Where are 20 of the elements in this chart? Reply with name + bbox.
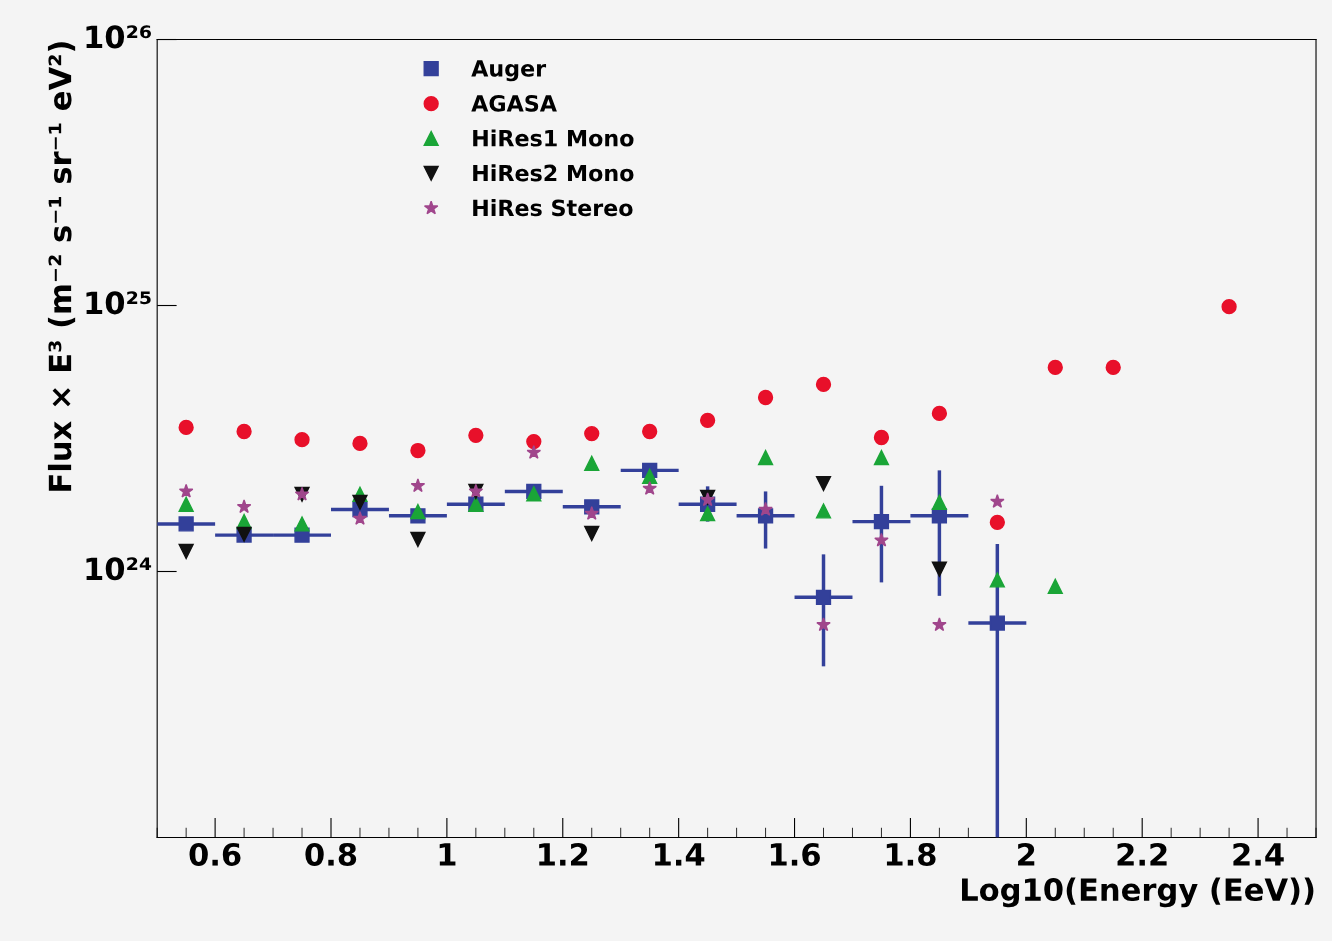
y-tick-label: 10²⁵ xyxy=(86,291,151,315)
legend-label: HiRes1 Mono xyxy=(473,129,634,147)
x-tick-label: 1.8 xyxy=(886,842,936,866)
x-tick-label: 1 xyxy=(439,843,456,866)
x-tick-label: 1.6 xyxy=(770,842,820,866)
legend-label: HiRes2 Mono xyxy=(473,164,634,182)
y-tick-label: 10²⁴ xyxy=(86,557,152,581)
x-tick-label: 1.2 xyxy=(539,842,588,866)
x-tick-label: 2.2 xyxy=(1117,842,1167,866)
x-axis-title: Log10(Energy (EeV)) xyxy=(962,877,1314,908)
x-tick-label: 1.4 xyxy=(655,843,705,866)
legend-label: Auger xyxy=(471,60,547,82)
x-tick-label: 2 xyxy=(1018,842,1035,866)
x-tick-label: 2.4 xyxy=(1233,842,1284,866)
x-tick-label: 0.8 xyxy=(305,842,357,866)
y-tick-label: 10²⁶ xyxy=(86,25,151,49)
legend-label: AGASA xyxy=(471,94,557,112)
y-axis-title: Flux × E³ (m⁻² s⁻¹ sr⁻¹ eV²) xyxy=(47,42,76,491)
legend-label: HiRes Stereo xyxy=(473,199,633,217)
x-tick-label: 0.6 xyxy=(189,842,241,866)
